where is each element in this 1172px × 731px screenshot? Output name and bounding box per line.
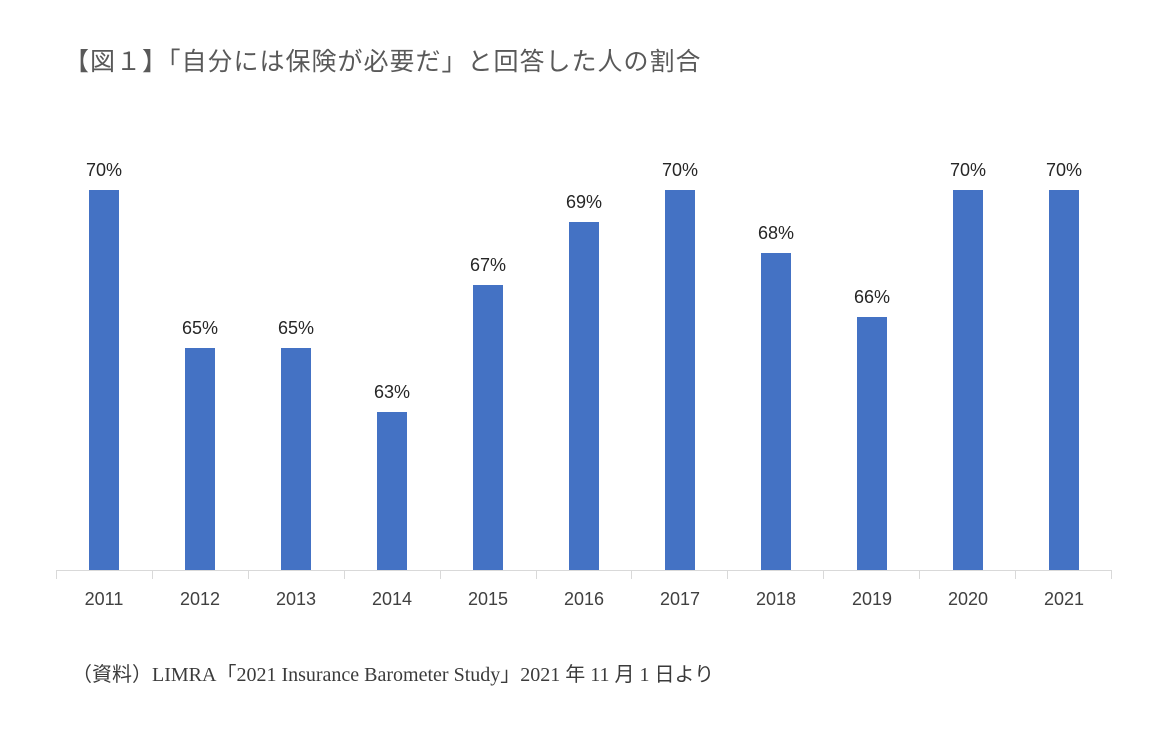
x-axis-tick-label: 2014 (371, 589, 413, 609)
x-axis-tick-label: 2011 (84, 589, 124, 609)
bar-value-label: 66% (853, 287, 891, 307)
bar-value-label: 65% (181, 318, 219, 338)
bar-column: 66% (824, 285, 920, 570)
axis-tick-cell (153, 571, 249, 579)
axis-tick-cell (56, 571, 153, 579)
x-axis-tick-label: 2015 (467, 589, 509, 609)
bar-value-label: 63% (373, 382, 411, 402)
bar-column: 65% (152, 316, 248, 570)
bar-value-label: 70% (1045, 160, 1083, 180)
axis-tick-cell (537, 571, 633, 579)
axis-tick-cell (824, 571, 921, 579)
source-note: （資料）LIMRA「2021 Insurance Barometer Study… (72, 664, 715, 686)
bar (89, 190, 119, 570)
bar (473, 285, 503, 570)
x-axis-labels: 2011 2012 2013 2014 2015 2016 2017 2018 2019 2020… (56, 579, 1112, 610)
bar (761, 253, 791, 570)
axis-tick-cell (728, 571, 825, 579)
bar (185, 348, 215, 570)
bar-column: 68% (728, 221, 824, 570)
axis-tick-cell (249, 571, 345, 579)
plot-area: 70% 65% 65% 63% 67% 69% 70% 68% 66% 70% 70% (56, 155, 1112, 570)
bar-column: 70% (632, 158, 728, 570)
bar-chart: 70% 65% 65% 63% 67% 69% 70% 68% 66% 70% 70% 2011 20… (56, 155, 1112, 610)
bar-value-label: 70% (949, 160, 987, 180)
bar-column: 63% (344, 380, 440, 570)
x-axis-tick-label: 2021 (1043, 589, 1085, 609)
x-axis-line (56, 570, 1112, 579)
bar (953, 190, 983, 570)
x-axis-tick-label: 2019 (851, 589, 893, 609)
axis-tick-cell (632, 571, 729, 579)
bar-column: 70% (1016, 158, 1112, 570)
x-axis-tick-label: 2017 (659, 589, 701, 609)
x-axis-tick-label: 2012 (179, 589, 221, 609)
bar (1049, 190, 1079, 570)
axis-tick-cell (920, 571, 1017, 579)
bar-value-label: 69% (565, 192, 603, 212)
bar-column: 67% (440, 253, 536, 570)
axis-tick-cell (441, 571, 537, 579)
bar-column: 65% (248, 316, 344, 570)
x-axis-tick-label: 2020 (947, 589, 989, 609)
bar-value-label: 67% (469, 255, 507, 275)
bar-column: 69% (536, 190, 632, 570)
x-axis-tick-label: 2016 (563, 589, 605, 609)
axis-tick-cell (345, 571, 441, 579)
chart-title: 【図１】「自分には保険が必要だ」と回答した人の割合 (64, 48, 702, 76)
bar (377, 412, 407, 570)
bar-value-label: 68% (757, 223, 795, 243)
bar-value-label: 70% (85, 160, 123, 180)
bar (857, 317, 887, 570)
bar-value-label: 65% (277, 318, 315, 338)
bar (569, 222, 599, 570)
bar-column: 70% (56, 158, 152, 570)
x-axis-tick-label: 2018 (755, 589, 797, 609)
bar (665, 190, 695, 570)
bar-column: 70% (920, 158, 1016, 570)
axis-tick-cell (1016, 571, 1112, 579)
bar-value-label: 70% (661, 160, 699, 180)
bar (281, 348, 311, 570)
x-axis-tick-label: 2013 (275, 589, 317, 609)
